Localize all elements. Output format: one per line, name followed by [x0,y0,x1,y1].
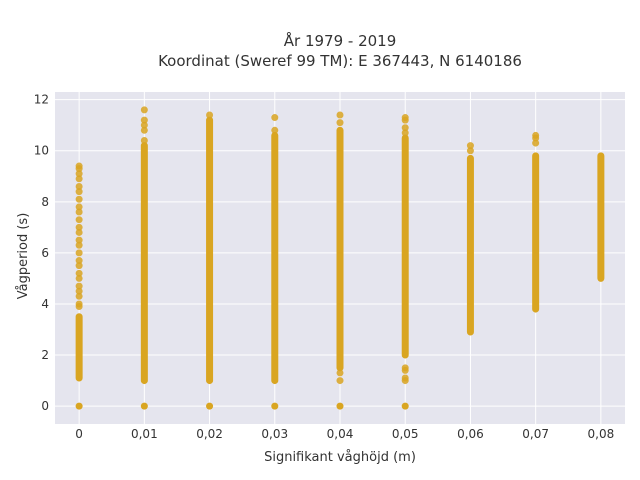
data-point [75,195,83,203]
y-axis-label: Vågperiod (s) [16,213,31,300]
data-point [75,182,83,190]
data-points [75,106,605,410]
data-point [75,257,83,265]
data-point [140,121,148,129]
point-band [466,154,474,336]
series-column [597,152,605,282]
data-point [271,402,279,410]
x-tick-label: 0,05 [392,427,419,441]
x-tick-label: 0,01 [131,427,158,441]
x-tick-label: 0 [75,427,83,441]
data-point [75,282,83,290]
data-point [206,402,214,410]
x-tick-label: 0,07 [522,427,549,441]
data-point [75,236,83,244]
y-tick-label: 12 [34,93,49,107]
data-point [140,137,148,145]
data-point [532,134,540,142]
point-band [140,142,148,385]
y-tick-label: 10 [34,144,49,158]
data-point [336,369,344,377]
data-point [401,129,409,137]
data-point [466,147,474,155]
y-tick-label: 6 [41,246,49,260]
x-tick-label: 0,08 [588,427,615,441]
x-tick-label: 0,04 [327,427,354,441]
data-point [75,228,83,236]
data-point [532,139,540,147]
x-tick-label: 0,03 [261,427,288,441]
series-column [336,111,344,410]
point-band [597,152,605,282]
data-point [140,116,148,124]
data-point [271,126,279,134]
data-point [336,377,344,385]
data-point [336,111,344,119]
series-column [532,131,540,313]
data-point [75,188,83,196]
data-point [75,249,83,257]
point-band [336,126,344,372]
point-band [532,152,540,313]
data-point [75,292,83,300]
series-column [401,114,409,410]
data-point [75,274,83,282]
data-point [466,142,474,150]
series-column [466,142,474,336]
y-tick-label: 0 [41,399,49,413]
chart-title-line-2: Koordinat (Sweref 99 TM): E 367443, N 61… [158,52,522,70]
data-point [336,402,344,410]
data-point [206,111,214,119]
data-point [75,208,83,216]
y-axis-ticks: 0 2 4 6 8 10 12 [34,93,49,413]
x-axis-label: Signifikant våghöjd (m) [264,450,416,465]
data-point [75,262,83,270]
data-point [401,402,409,410]
data-point [75,241,83,249]
data-point [336,119,344,127]
y-tick-label: 4 [41,297,49,311]
data-point [75,303,83,311]
data-point [75,165,83,173]
data-point [75,223,83,231]
data-point [75,269,83,277]
data-point [140,126,148,134]
data-point [75,287,83,295]
data-point [271,114,279,122]
y-tick-label: 2 [41,348,49,362]
point-band [271,131,279,385]
series-column [206,111,214,410]
data-point [401,124,409,132]
data-point [75,402,83,410]
chart-title-line-1: År 1979 - 2019 [284,31,397,50]
data-point [75,216,83,224]
data-point [401,377,409,385]
x-axis-ticks: 0 0,01 0,02 0,03 0,04 0,05 0,06 0,07 0,08 [75,427,614,441]
series-column [75,162,83,410]
data-point [140,402,148,410]
data-point [401,116,409,124]
series-column [140,106,148,410]
point-band [401,134,409,359]
y-tick-label: 8 [41,195,49,209]
point-band [75,313,83,382]
data-point [75,203,83,211]
data-point [75,175,83,183]
x-tick-label: 0,02 [196,427,223,441]
data-point [140,106,148,114]
x-tick-label: 0,06 [457,427,484,441]
series-column [271,114,279,410]
point-band [206,116,214,385]
data-point [75,170,83,178]
data-point [401,366,409,374]
